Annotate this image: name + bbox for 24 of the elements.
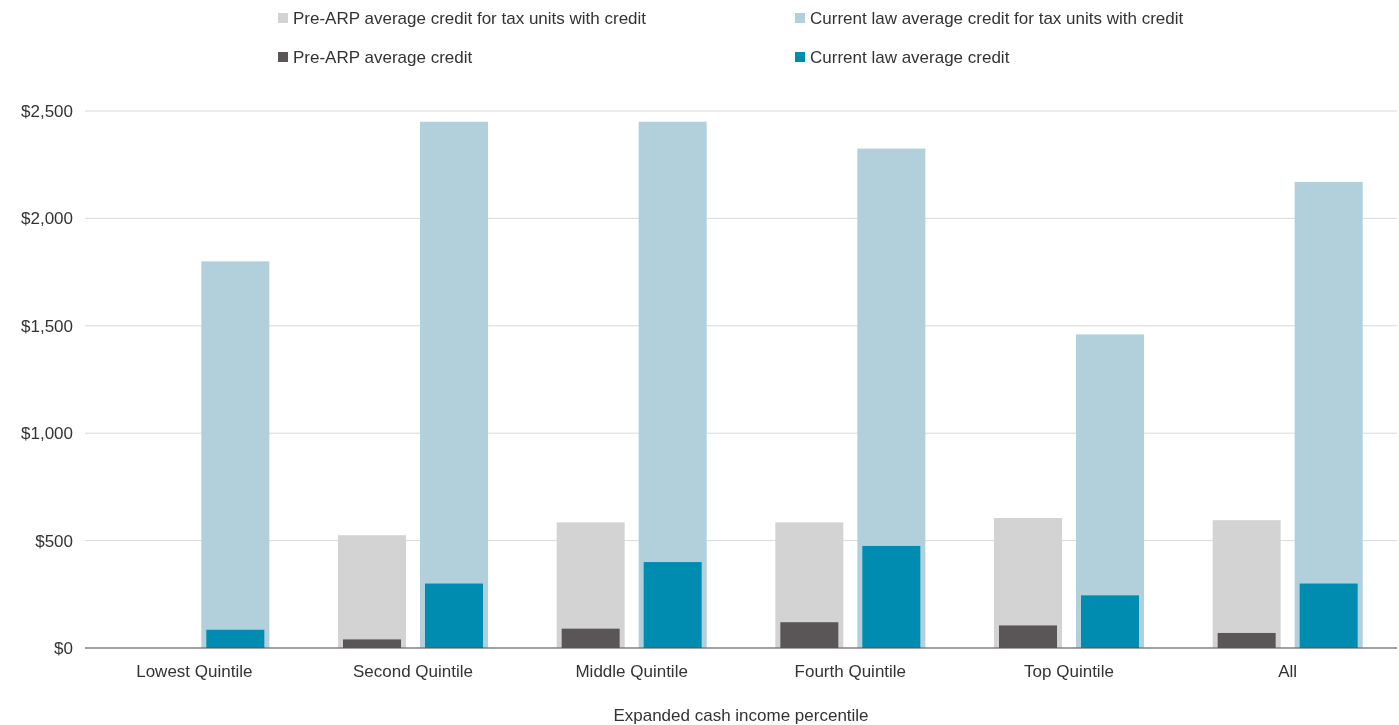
- bar: [206, 629, 265, 648]
- x-tick-label: Lowest Quintile: [136, 662, 253, 681]
- bar: [862, 545, 921, 648]
- bar: [1081, 595, 1139, 648]
- bar: [201, 261, 270, 648]
- y-tick-label: $2,000: [21, 209, 73, 229]
- legend-label: Pre-ARP average credit: [293, 47, 473, 67]
- legend-label: Pre-ARP average credit for tax units with credit: [293, 8, 647, 28]
- bar: [643, 562, 702, 648]
- y-tick-label: $2,500: [21, 101, 73, 121]
- x-tick-label: Middle Quintile: [575, 662, 688, 681]
- x-tick-label: Top Quintile: [1024, 662, 1114, 681]
- x-tick-label: All: [1278, 662, 1298, 681]
- y-tick-label: $1,500: [21, 316, 73, 336]
- y-tick-label: $0: [54, 638, 73, 658]
- y-tick-label: $500: [35, 531, 73, 551]
- legend-label: Current law average credit for tax units with credit: [810, 8, 1184, 28]
- bar: [425, 583, 483, 648]
- x-tick-label: Second Quintile: [352, 662, 474, 681]
- x-tick-label: Fourth Quintile: [794, 662, 907, 681]
- y-tick-label: $1,000: [21, 424, 73, 444]
- legend-label: Current law average credit: [810, 47, 1010, 67]
- bar: [1299, 583, 1358, 648]
- x-axis-title: Expanded cash income percentile: [613, 706, 869, 725]
